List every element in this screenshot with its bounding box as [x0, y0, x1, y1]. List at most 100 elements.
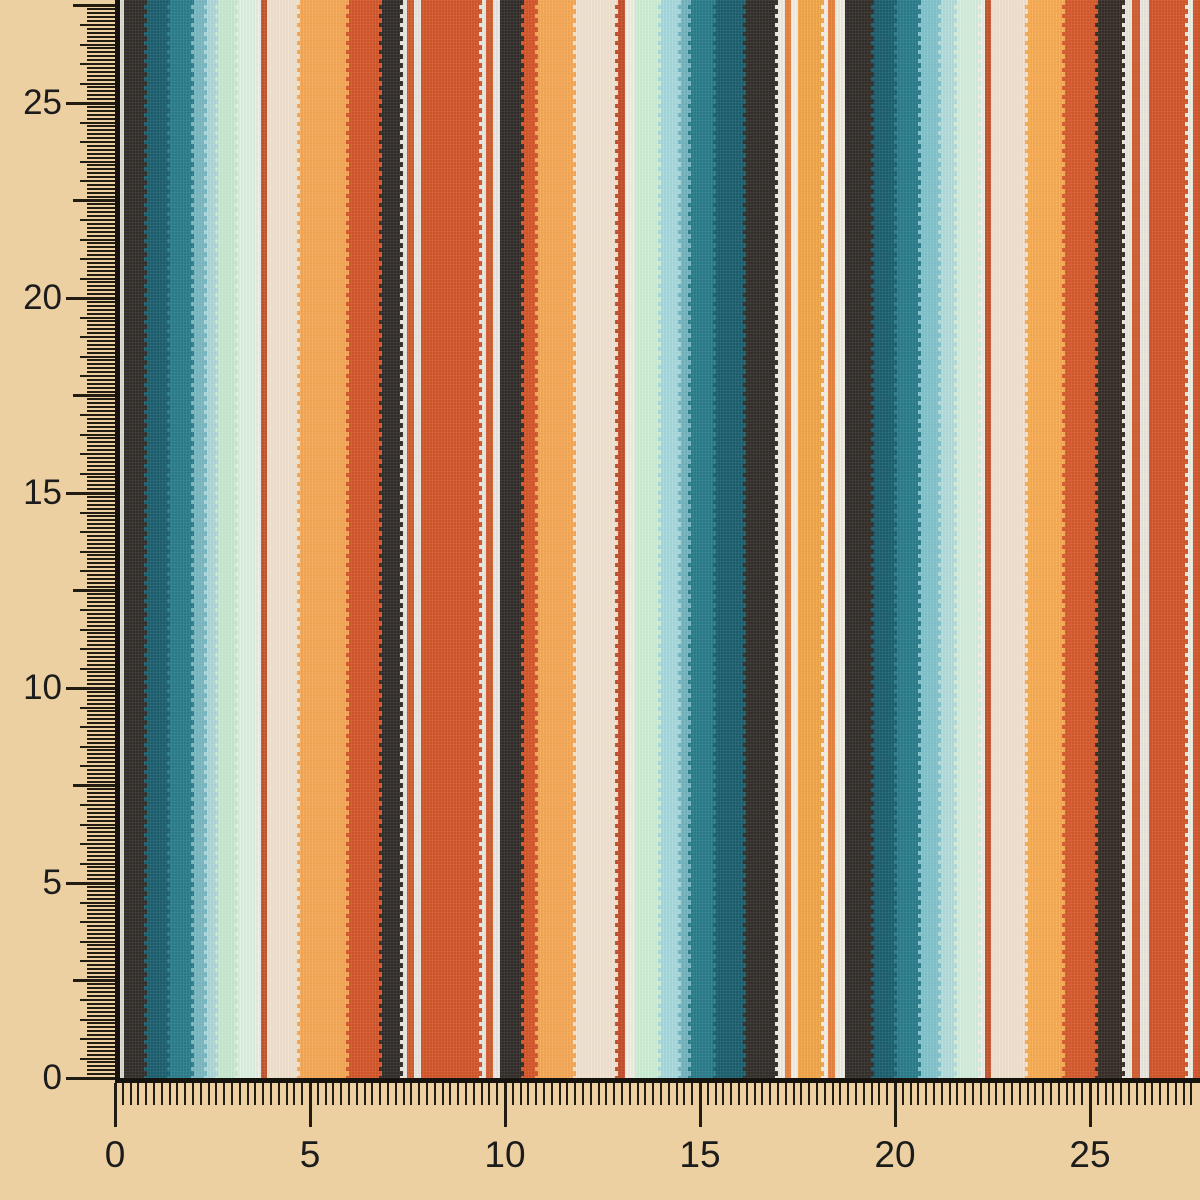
ruler-left-tick [80, 628, 115, 631]
fabric-stripe [1149, 0, 1188, 1078]
ruler-left-tick [87, 644, 115, 647]
fabric-stripe [346, 0, 382, 1078]
ruler-left-tick [87, 386, 115, 389]
fabric-stripe [743, 0, 778, 1078]
ruler-left-tick [80, 219, 115, 221]
ruler-left-tick [87, 351, 115, 354]
fabric-stripe [828, 0, 835, 1078]
ruler-left-tick [87, 975, 115, 978]
ruler-bottom-tick [933, 1083, 935, 1105]
ruler-bottom-edge-line [115, 1078, 1200, 1083]
ruler-bottom-tick [948, 1083, 951, 1105]
ruler-left-tick [87, 495, 115, 498]
ruler-bottom-tick [738, 1083, 740, 1105]
ruler-left-tick [87, 31, 115, 34]
ruler-left-tick [87, 683, 115, 686]
ruler-left-tick [80, 141, 115, 143]
ruler-bottom-tick [667, 1083, 670, 1105]
ruler-left-tick [87, 663, 115, 666]
ruler-left-tick [80, 609, 115, 611]
ruler-left-tick [87, 398, 115, 401]
ruler-left-tick [87, 554, 115, 557]
ruler-left-tick [87, 936, 115, 939]
ruler-left-tick [87, 441, 115, 444]
ruler-bottom-tick [1120, 1083, 1123, 1105]
ruler-bottom-tick [979, 1083, 982, 1105]
ruler-bottom-tick [496, 1083, 499, 1105]
fabric-stripe [1185, 0, 1193, 1078]
ruler-left-tick [87, 651, 115, 654]
ruler-left-tick [87, 156, 115, 159]
ruler-left-tick [66, 296, 115, 300]
fabric-stripe [255, 0, 261, 1078]
ruler-left-tick [87, 273, 115, 276]
ruler-bottom-tick [410, 1083, 413, 1105]
ruler-bottom-tick [839, 1083, 842, 1105]
ruler-bottom-tick [816, 1083, 818, 1105]
ruler-bottom-tick [901, 1083, 904, 1105]
ruler-left-tick [87, 932, 115, 935]
ruler-left-tick [80, 726, 115, 728]
ruler-left-tick [87, 215, 115, 218]
fabric-stripe [798, 0, 824, 1078]
ruler-bottom-tick [145, 1083, 148, 1105]
ruler-left-label: 0 [42, 1058, 62, 1097]
ruler-left-tick [87, 39, 115, 42]
fabric-stripe [978, 0, 985, 1078]
ruler-left-tick [73, 394, 115, 397]
ruler-left-tick [87, 1041, 115, 1044]
ruler-bottom-tick [277, 1083, 280, 1105]
ruler-left-tick [87, 70, 115, 73]
ruler-bottom-tick [394, 1083, 397, 1105]
ruler-left-tick [87, 390, 115, 393]
ruler-bottom-tick [1135, 1083, 1138, 1105]
ruler-left-tick [87, 597, 115, 600]
ruler-left-tick [87, 468, 115, 471]
fabric-stripe [261, 0, 267, 1078]
ruler-left-tick [87, 659, 115, 662]
fabric-stripe [791, 0, 798, 1078]
ruler-left-tick [87, 133, 115, 136]
fabric-stripe [1132, 0, 1140, 1078]
ruler-left-tick [87, 226, 115, 229]
ruler-left-tick [87, 1022, 115, 1025]
fabric-stripe [938, 0, 957, 1078]
fabric-stripe [414, 0, 421, 1078]
ruler-bottom-tick [698, 1083, 702, 1127]
ruler-left-tick [73, 784, 115, 787]
ruler-bottom-tick [527, 1083, 530, 1105]
ruler-bottom-tick [1128, 1083, 1130, 1105]
ruler-left-tick [80, 355, 115, 358]
ruler-left-tick [87, 254, 115, 257]
ruler-left-tick [87, 772, 115, 775]
ruler-left-tick [87, 897, 115, 900]
ruler-left-tick [87, 269, 115, 272]
ruler-left-tick [87, 1034, 115, 1037]
ruler-left-tick [87, 796, 115, 799]
ruler-left-tick [87, 612, 115, 615]
ruler-left-tick [87, 98, 115, 101]
fabric-stripe [918, 0, 941, 1078]
ruler-bottom-label: 0 [104, 1134, 126, 1175]
ruler-left-tick [87, 909, 115, 912]
ruler-left-tick [87, 1026, 115, 1029]
ruler-bottom-tick [1050, 1083, 1052, 1105]
ruler-left-tick [87, 234, 115, 237]
ruler-left-tick [87, 1006, 115, 1009]
ruler-bottom-tick [192, 1083, 194, 1105]
ruler-left-tick [87, 152, 115, 155]
ruler-left-tick [87, 417, 115, 420]
ruler-bottom-tick [621, 1083, 623, 1105]
ruler-bottom-tick [433, 1083, 436, 1105]
ruler-left-tick [80, 180, 115, 182]
ruler-left-tick [87, 952, 115, 955]
ruler-left-tick [87, 671, 115, 674]
ruler-bottom-tick [301, 1083, 304, 1105]
ruler-left-tick [87, 8, 115, 11]
ruler-bottom-tick [270, 1083, 272, 1105]
fabric-stripe [894, 0, 921, 1078]
ruler-left-tick [80, 823, 115, 826]
fabric-stripe [573, 0, 618, 1078]
ruler-left-tick [87, 293, 115, 296]
ruler-left-tick [87, 281, 115, 284]
